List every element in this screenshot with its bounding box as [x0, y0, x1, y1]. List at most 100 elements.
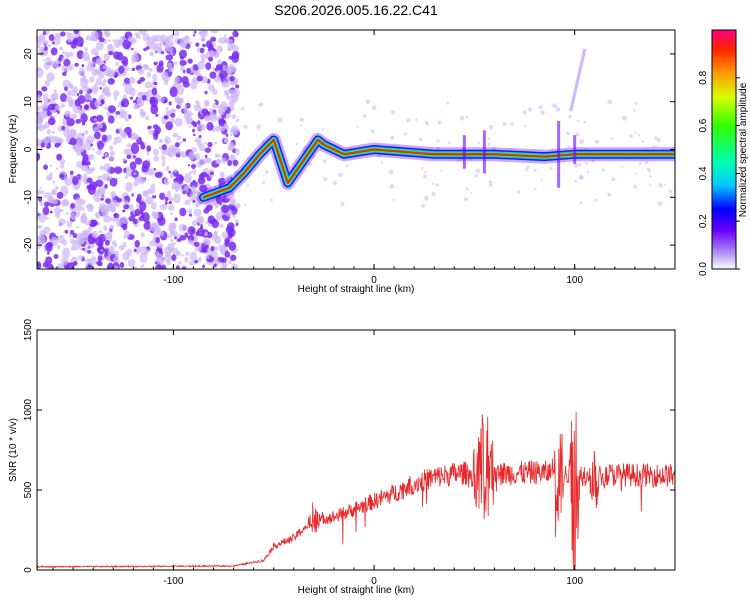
noise-blob	[37, 234, 46, 245]
noise-blob	[159, 43, 163, 47]
noise-blob	[246, 156, 251, 160]
noise-blob	[205, 206, 208, 210]
noise-blob	[338, 172, 343, 178]
noise-blob	[362, 114, 367, 119]
noise-blob	[122, 241, 127, 248]
noise-blob	[104, 246, 108, 249]
noise-blob	[179, 235, 187, 241]
noise-blob	[574, 179, 578, 183]
noise-blob	[127, 258, 136, 267]
noise-blob	[182, 138, 187, 142]
noise-blob	[68, 83, 73, 89]
noise-blob	[340, 201, 345, 206]
noise-blob	[146, 188, 152, 195]
noise-blob	[155, 264, 163, 269]
noise-blob	[232, 200, 236, 203]
noise-blob	[37, 196, 43, 202]
noise-blob	[219, 223, 224, 229]
noise-blob	[167, 190, 171, 195]
noise-blob	[50, 61, 54, 67]
noise-blob	[226, 95, 232, 101]
noise-blob	[49, 164, 53, 167]
noise-blob	[578, 174, 583, 180]
noise-blob	[185, 116, 193, 125]
noise-blob	[167, 243, 175, 252]
noise-blob	[215, 64, 223, 70]
noise-blob	[201, 30, 208, 37]
noise-blob	[53, 109, 57, 113]
noise-blob	[153, 81, 158, 86]
noise-blob	[256, 124, 262, 130]
y-tick-label: 1000	[23, 398, 34, 421]
noise-blob	[423, 195, 429, 201]
noise-blob	[277, 117, 283, 123]
noise-blob	[235, 84, 240, 89]
noise-blob	[164, 136, 171, 145]
x-tick-label: 100	[566, 576, 583, 587]
noise-blob	[176, 138, 180, 141]
noise-blob	[46, 56, 52, 64]
noise-blob	[654, 136, 658, 140]
noise-blob	[70, 113, 78, 120]
noise-blob	[76, 132, 85, 144]
noise-blob	[174, 142, 180, 148]
noise-blob	[406, 118, 411, 123]
noise-blob	[123, 204, 130, 210]
noise-blob	[79, 89, 83, 95]
x-tick-label: -100	[163, 576, 183, 587]
noise-blob	[107, 171, 111, 175]
noise-blob	[140, 264, 144, 269]
noise-blob	[123, 195, 131, 204]
noise-blob	[229, 133, 233, 137]
noise-blob	[164, 196, 169, 202]
noise-blob	[210, 245, 215, 252]
x-tick-label: -100	[163, 275, 183, 286]
noise-blob	[446, 101, 450, 105]
ridge-band	[202, 138, 675, 199]
noise-blob	[76, 236, 84, 246]
noise-blob	[192, 220, 198, 227]
noise-blob	[440, 169, 443, 172]
noise-blob	[67, 64, 74, 71]
noise-blob	[40, 49, 44, 53]
noise-blob	[635, 172, 638, 175]
noise-blob	[264, 170, 269, 174]
noise-blob	[95, 78, 102, 86]
noise-blob	[95, 211, 101, 219]
noise-blob	[124, 83, 133, 95]
noise-blob	[69, 51, 74, 57]
noise-blob	[37, 44, 41, 48]
noise-blob	[54, 207, 61, 215]
noise-blob	[80, 164, 89, 172]
noise-blob	[137, 91, 142, 96]
noise-blob	[219, 48, 223, 52]
noise-blob	[101, 134, 108, 142]
noise-blob	[229, 254, 237, 261]
noise-blob	[389, 183, 395, 189]
noise-blob	[43, 61, 51, 70]
noise-blob	[103, 88, 108, 93]
noise-blob	[231, 45, 239, 52]
noise-blob	[540, 179, 543, 182]
noise-blob	[165, 107, 169, 111]
noise-blob	[82, 153, 89, 163]
noise-blob	[95, 57, 104, 66]
noise-blob	[131, 67, 136, 72]
noise-blob	[420, 203, 425, 208]
noise-blob	[154, 171, 163, 178]
noise-blob	[182, 69, 186, 74]
noise-blob	[96, 114, 104, 122]
noise-blob	[133, 172, 137, 176]
noise-blob	[100, 99, 105, 104]
noise-blob	[431, 182, 435, 186]
noise-blob	[120, 131, 128, 139]
noise-blob	[94, 117, 98, 122]
noise-blob	[57, 263, 64, 269]
noise-blob	[139, 77, 146, 82]
snr-ylabel: SNR (10 * v/v)	[8, 418, 19, 482]
noise-blob	[584, 162, 588, 166]
noise-blob	[188, 260, 195, 266]
noise-blob	[75, 36, 84, 47]
noise-blob	[183, 107, 188, 114]
